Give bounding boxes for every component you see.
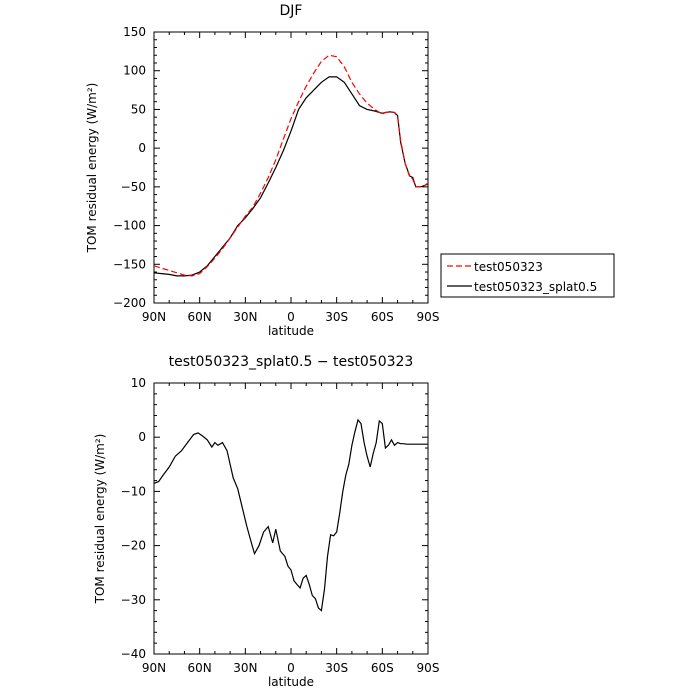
x-tick-label: 30S: [325, 661, 348, 675]
legend-box: [440, 253, 615, 298]
y-tick-label: −100: [113, 219, 146, 233]
y-tick-label: −20: [121, 539, 146, 553]
x-tick-label: 30N: [233, 310, 257, 324]
series-line-2: [154, 76, 428, 277]
legend: test050323 test050323_splat0.5: [440, 253, 615, 298]
chart-title: DJF: [280, 3, 303, 19]
chart-panel-1: 90N 60N 30N 0 30S 60S 90S 150 100 50 0 −50 −100 −150 −…: [85, 3, 615, 338]
y-tick-label: 150: [123, 25, 146, 39]
x-tick-label: 90N: [142, 661, 166, 675]
series-line-1: [154, 418, 428, 612]
x-tick-label: 0: [287, 661, 295, 675]
y-tick-label: −150: [113, 257, 146, 271]
legend-label-2: test050323_splat0.5: [474, 280, 597, 294]
x-tick-label: 30N: [233, 661, 257, 675]
y-tick-label: −10: [121, 484, 146, 498]
chart-title: test050323_splat0.5 − test050323: [169, 354, 414, 370]
y-tick-label: 50: [131, 102, 146, 116]
x-tick-label: 0: [287, 310, 295, 324]
y-tick-label: −40: [121, 647, 146, 661]
x-axis-label: latitude: [268, 675, 314, 689]
x-tick-label: 90S: [417, 310, 440, 324]
x-tick-label: 60S: [371, 310, 394, 324]
y-axis-label: TOM residual energy (W/m²): [85, 83, 99, 254]
x-tick-label: 60N: [188, 310, 212, 324]
x-tick-label: 60N: [188, 661, 212, 675]
legend-label-1: test050323: [474, 260, 543, 274]
x-tick-label: 60S: [371, 661, 394, 675]
y-tick-label: 10: [131, 376, 146, 390]
y-tick-label: 100: [123, 64, 146, 78]
series-line-1: [154, 54, 428, 277]
plot-frame: [153, 382, 429, 655]
y-tick-label: −200: [113, 296, 146, 310]
y-tick-label: −50: [121, 180, 146, 194]
x-tick-label: 30S: [325, 310, 348, 324]
y-tick-label: −30: [121, 593, 146, 607]
y-tick-label: 0: [138, 141, 146, 155]
y-tick-label: 0: [138, 430, 146, 444]
plot-frame: [153, 31, 429, 304]
chart-panel-2: 90N 60N 30N 0 30S 60S 90S 10 0 −10 −20 −30 −40 test05…: [93, 354, 439, 689]
x-tick-label: 90N: [142, 310, 166, 324]
x-tick-label: 90S: [417, 661, 440, 675]
y-axis-label: TOM residual energy (W/m²): [93, 434, 107, 605]
x-axis-label: latitude: [268, 324, 314, 338]
